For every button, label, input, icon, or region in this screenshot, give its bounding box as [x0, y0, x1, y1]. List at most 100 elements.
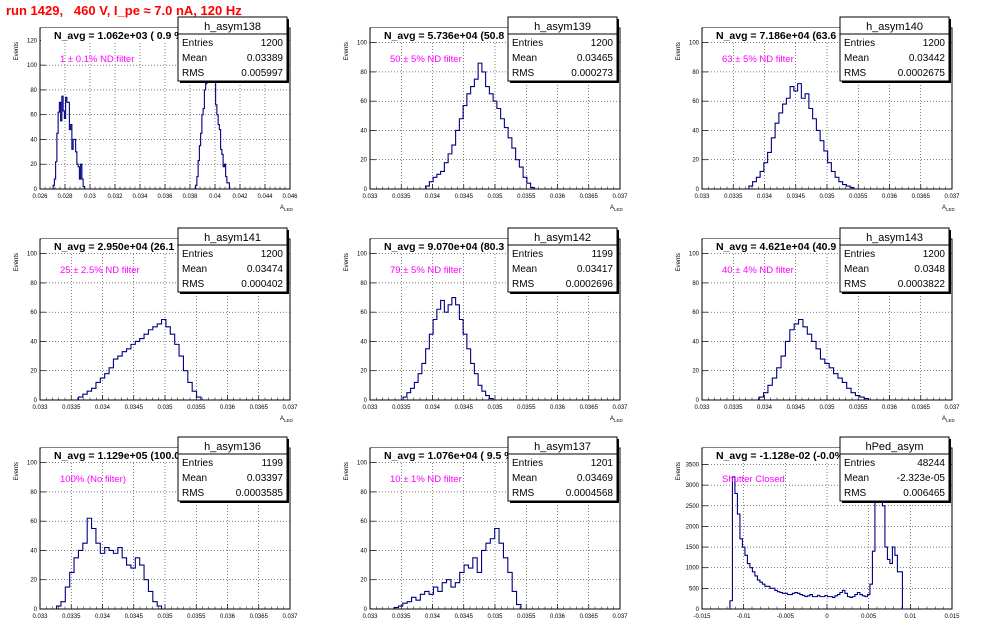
histogram-panel: -0.015 -0.01 -0.005 0 0.005 0.01 0.015 0 500 1000… — [676, 436, 960, 620]
y-tick-label: 100 — [27, 63, 38, 69]
x-tick-label: 0.028 — [57, 194, 73, 200]
x-tick-label: 0.0335 — [62, 405, 81, 411]
navg-label: N_avg = -1.128e-02 (-0.0%) — [716, 450, 848, 462]
stats-value: 0.0003822 — [898, 279, 946, 290]
y-tick-label: 2500 — [686, 504, 700, 510]
y-tick-label: 100 — [689, 252, 700, 258]
x-tick-label: 0.042 — [232, 194, 248, 200]
x-tick-label: 0.033 — [32, 405, 48, 411]
stats-box — [177, 16, 288, 82]
x-tick-label: 0.0335 — [62, 614, 81, 620]
y-axis-label: Events — [14, 42, 20, 60]
stats-value: 48244 — [917, 458, 945, 469]
x-tick-label: 0.037 — [612, 614, 628, 620]
stats-box — [839, 436, 950, 502]
y-tick-label: 60 — [692, 99, 699, 105]
histogram-series — [748, 83, 855, 189]
x-tick-label: 0.034 — [132, 194, 148, 200]
x-tick-label: 0.036 — [157, 194, 173, 200]
histogram-series — [425, 62, 535, 189]
navg-box — [371, 448, 531, 462]
x-axis-label-sub: LED — [284, 418, 294, 423]
y-tick-label: 40 — [360, 339, 367, 345]
y-axis-label: Events — [344, 462, 350, 480]
stats-key: Mean — [844, 53, 869, 64]
x-tick-label: 0.0365 — [250, 405, 269, 411]
filter-label: 40 ± 4% ND filter — [722, 265, 794, 276]
y-tick-label: 20 — [360, 158, 367, 164]
stats-value: 1199 — [591, 249, 613, 260]
x-axis-label-sub: LED — [284, 207, 294, 212]
y-tick-label: 60 — [30, 113, 37, 119]
stats-key: RMS — [844, 68, 867, 79]
stats-box — [839, 16, 950, 82]
y-tick-label: 0 — [364, 398, 368, 404]
x-tick-label: 0.034 — [757, 194, 773, 200]
stats-value: 1201 — [591, 458, 614, 469]
stats-box-title: hPed_asym — [865, 441, 923, 453]
y-tick-label: 100 — [357, 41, 368, 47]
x-tick-label: 0.026 — [32, 194, 48, 200]
x-tick-label: 0.0345 — [125, 405, 144, 411]
histogram-panel: 0.033 0.0335 0.034 0.0345 0.035 0.0355 0.036 0.… — [344, 436, 628, 620]
stats-box — [507, 436, 618, 502]
y-axis-label: Events — [676, 42, 682, 60]
x-tick-label: 0.03 — [84, 194, 96, 200]
navg-box — [371, 239, 531, 253]
stats-key: Mean — [512, 53, 537, 64]
y-tick-label: 40 — [360, 128, 367, 134]
x-tick-label: 0.0365 — [250, 614, 269, 620]
histogram-series — [393, 527, 522, 609]
stats-key: Entries — [512, 458, 543, 469]
x-tick-label: 0.0345 — [787, 194, 806, 200]
stats-value: 0.0348 — [914, 264, 945, 275]
y-tick-label: 40 — [360, 548, 367, 554]
x-axis-label: ALED — [610, 416, 624, 423]
stats-value: 0.03442 — [909, 53, 946, 64]
x-tick-label: 0.037 — [944, 194, 960, 200]
y-tick-label: 20 — [30, 369, 37, 375]
stats-key: Entries — [512, 249, 543, 260]
x-tick-label: 0.0365 — [580, 614, 599, 620]
x-tick-label: 0.033 — [694, 194, 710, 200]
x-tick-label: 0.01 — [904, 614, 916, 620]
stats-box-title: h_asym143 — [866, 232, 923, 244]
x-tick-label: 0.034 — [425, 614, 441, 620]
x-tick-label: 0.032 — [107, 194, 123, 200]
histogram-series — [52, 95, 86, 190]
y-tick-label: 80 — [692, 70, 699, 76]
stats-key: RMS — [512, 488, 535, 499]
y-tick-label: 0 — [364, 607, 368, 613]
filter-label: 79 ± 5% ND filter — [390, 265, 462, 276]
navg-box — [41, 28, 201, 42]
stats-box — [177, 436, 288, 502]
x-tick-label: 0.036 — [550, 614, 566, 620]
stats-key: RMS — [182, 488, 205, 499]
histogram-panel: 0.033 0.0335 0.034 0.0345 0.035 0.0355 0.036 0.… — [676, 227, 960, 423]
y-tick-label: 40 — [692, 339, 699, 345]
y-tick-label: 80 — [360, 70, 367, 76]
x-tick-label: 0.033 — [362, 614, 378, 620]
y-axis-label: Events — [676, 462, 682, 480]
y-tick-label: 0 — [696, 607, 700, 613]
y-axis-label: Events — [344, 42, 350, 60]
y-tick-label: 500 — [689, 586, 700, 592]
x-tick-label: 0.037 — [282, 614, 298, 620]
stats-key: Entries — [182, 458, 213, 469]
stats-value: 0.03397 — [247, 473, 284, 484]
y-tick-label: 100 — [27, 461, 38, 467]
y-tick-label: 20 — [692, 369, 699, 375]
histogram-panel: 0.033 0.0335 0.034 0.0345 0.035 0.0355 0.036 0.… — [14, 227, 298, 423]
x-tick-label: 0.034 — [95, 405, 111, 411]
histogram-panel: 0.033 0.0335 0.034 0.0345 0.035 0.0355 0.036 0.… — [676, 16, 960, 212]
x-tick-label: 0.0355 — [849, 405, 868, 411]
x-tick-label: 0.037 — [944, 405, 960, 411]
y-tick-label: 20 — [692, 158, 699, 164]
x-tick-label: 0.0365 — [912, 405, 931, 411]
navg-label: N_avg = 5.736e+04 (50.8 %) — [384, 30, 520, 42]
x-tick-label: 0.0345 — [455, 614, 474, 620]
stats-value: 0.03417 — [577, 264, 614, 275]
x-tick-label: 0.036 — [882, 405, 898, 411]
x-tick-label: 0.034 — [757, 405, 773, 411]
x-tick-label: 0.044 — [257, 194, 273, 200]
